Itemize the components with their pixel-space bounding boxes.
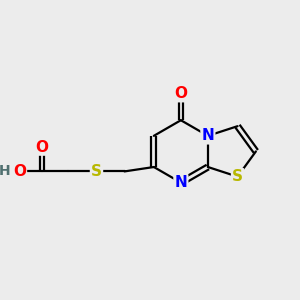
Text: S: S <box>232 169 243 184</box>
Text: H: H <box>0 164 10 178</box>
Text: N: N <box>175 175 187 190</box>
Text: N: N <box>202 128 214 143</box>
Text: S: S <box>91 164 102 179</box>
Text: O: O <box>13 164 26 179</box>
Text: O: O <box>35 140 48 154</box>
Text: O: O <box>174 86 188 101</box>
